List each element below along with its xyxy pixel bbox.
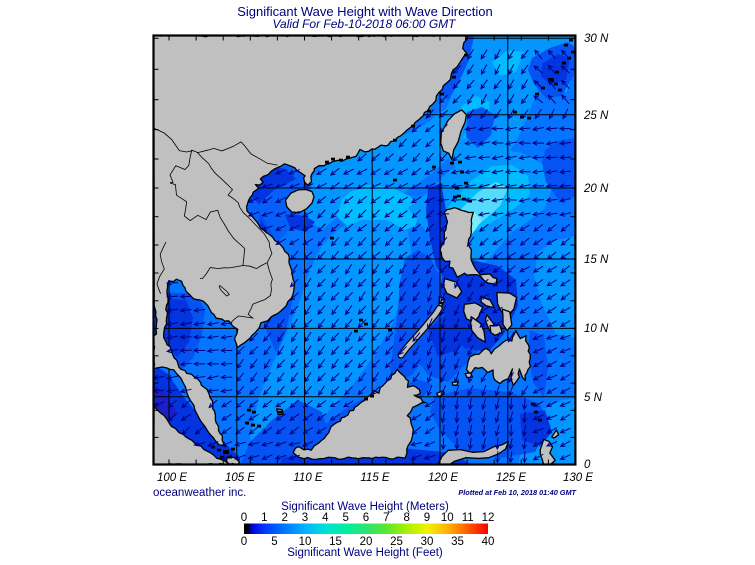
svg-text:0: 0	[584, 459, 591, 471]
svg-text:6: 6	[363, 512, 369, 524]
svg-text:130 E: 130 E	[563, 472, 593, 484]
svg-text:Significant Wave Height (Feet): Significant Wave Height (Feet)	[287, 547, 443, 559]
svg-text:40: 40	[482, 536, 495, 548]
svg-text:0: 0	[241, 536, 247, 548]
svg-text:Significant Wave Height (Meter: Significant Wave Height (Meters)	[281, 501, 449, 513]
svg-text:5 N: 5 N	[584, 392, 603, 404]
svg-text:20: 20	[360, 536, 373, 548]
svg-text:4: 4	[322, 512, 329, 524]
svg-text:100 E: 100 E	[157, 472, 187, 484]
svg-text:30 N: 30 N	[584, 33, 609, 45]
svg-text:10: 10	[441, 512, 454, 524]
svg-text:35: 35	[451, 536, 464, 548]
svg-text:2: 2	[281, 512, 287, 524]
svg-text:9: 9	[424, 512, 430, 524]
svg-text:10 N: 10 N	[584, 323, 609, 335]
svg-text:Plotted at Feb 10, 2018 01:40: Plotted at Feb 10, 2018 01:40 GMT	[458, 488, 576, 497]
svg-text:7: 7	[383, 512, 389, 524]
svg-text:105 E: 105 E	[225, 472, 255, 484]
svg-text:20 N: 20 N	[583, 183, 609, 195]
svg-text:Valid For Feb-10-2018 06:00 GM: Valid For Feb-10-2018 06:00 GMT	[273, 17, 458, 31]
svg-text:5: 5	[271, 536, 277, 548]
svg-text:5: 5	[342, 512, 348, 524]
svg-text:15 N: 15 N	[584, 254, 609, 266]
svg-text:oceanweather inc.: oceanweather inc.	[153, 487, 246, 499]
svg-text:30: 30	[421, 536, 434, 548]
svg-text:11: 11	[462, 512, 474, 524]
svg-text:115 E: 115 E	[360, 472, 390, 484]
svg-text:10: 10	[299, 536, 312, 548]
svg-text:12: 12	[482, 512, 495, 524]
svg-text:Significant Wave Height with W: Significant Wave Height with Wave Direct…	[237, 4, 493, 19]
svg-text:125 E: 125 E	[496, 472, 526, 484]
svg-text:120 E: 120 E	[428, 472, 458, 484]
svg-text:1: 1	[261, 512, 267, 524]
svg-text:3: 3	[302, 512, 308, 524]
svg-text:15: 15	[329, 536, 342, 548]
svg-text:0: 0	[241, 512, 247, 524]
svg-text:110 E: 110 E	[293, 472, 323, 484]
svg-text:25: 25	[390, 536, 403, 548]
svg-text:8: 8	[403, 512, 409, 524]
svg-text:25 N: 25 N	[583, 110, 609, 122]
